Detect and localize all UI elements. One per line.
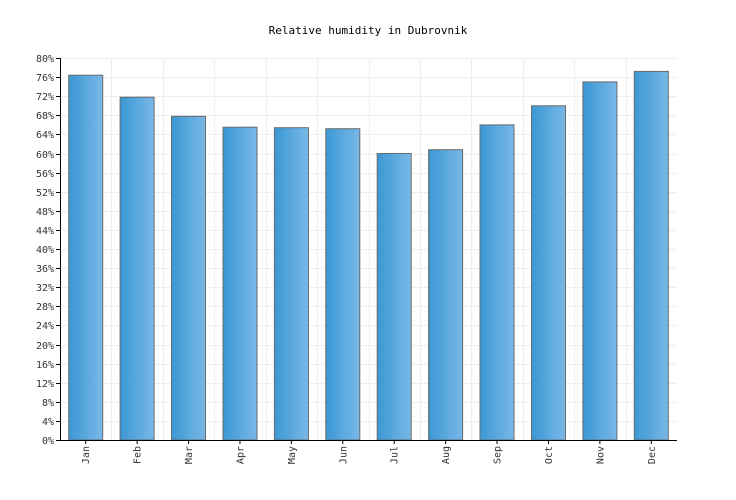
bar-may xyxy=(273,127,309,441)
y-tick-label: 68% xyxy=(36,111,54,122)
x-tick-label: May xyxy=(287,446,298,464)
x-tick-label: Jul xyxy=(390,446,401,464)
y-tick-label: 76% xyxy=(36,73,54,84)
y-tick-label: 40% xyxy=(36,245,54,256)
y-tick-label: 4% xyxy=(42,417,54,428)
y-tick-label: 32% xyxy=(36,283,54,294)
bar-jul xyxy=(376,153,412,441)
x-tick-label: Sep xyxy=(493,446,504,464)
y-tick-label: 0% xyxy=(42,436,54,447)
y-tick-label: 56% xyxy=(36,169,54,180)
bar-oct xyxy=(531,105,566,441)
x-tick-label: Nov xyxy=(595,446,606,464)
x-tick-label: Oct xyxy=(544,446,555,464)
y-tick-label: 52% xyxy=(36,188,54,199)
bar-aug xyxy=(428,149,464,441)
chart-title: Relative humidity in Dubrovnik xyxy=(269,24,468,37)
y-tick-label: 28% xyxy=(36,302,54,313)
y-tick-label: 8% xyxy=(42,398,54,409)
bar-sep xyxy=(479,124,515,441)
y-tick-label: 36% xyxy=(36,264,54,275)
y-tick-label: 60% xyxy=(36,150,54,161)
bar-apr xyxy=(222,126,258,441)
x-tick-label: Jun xyxy=(338,446,349,464)
bars xyxy=(68,70,669,441)
y-tick-label: 44% xyxy=(36,226,54,237)
grid-lines xyxy=(60,58,677,440)
bar-jun xyxy=(325,128,361,441)
x-tick-label: Dec xyxy=(647,446,658,464)
y-tick-label: 24% xyxy=(36,321,54,332)
x-tick-label: Apr xyxy=(235,446,246,464)
x-tick-label: Aug xyxy=(441,446,452,464)
y-axis-ticks: 0% 4% 8% 12% 16% 20% 24% 28% 32% 36% 40% 44% 48% 52% 5… xyxy=(36,54,60,447)
y-tick-label: 72% xyxy=(36,92,54,103)
y-tick-label: 12% xyxy=(36,379,54,390)
y-tick-label: 48% xyxy=(36,207,54,218)
x-tick-label: Mar xyxy=(184,446,195,464)
y-tick-label: 80% xyxy=(36,54,54,65)
x-axis-ticks: Jan Feb Mar Apr May Jun Jul Aug Sep Oct Nov Dec xyxy=(81,440,658,464)
y-tick-label: 20% xyxy=(36,341,54,352)
bar-nov xyxy=(582,81,618,441)
y-tick-label: 16% xyxy=(36,360,54,371)
bar-feb xyxy=(119,96,155,441)
y-tick-label: 64% xyxy=(36,130,54,141)
bar-mar xyxy=(171,115,206,441)
bar-jan xyxy=(68,74,104,441)
bar-dec xyxy=(633,70,669,441)
x-tick-label: Jan xyxy=(81,446,92,464)
x-tick-label: Feb xyxy=(133,446,144,464)
